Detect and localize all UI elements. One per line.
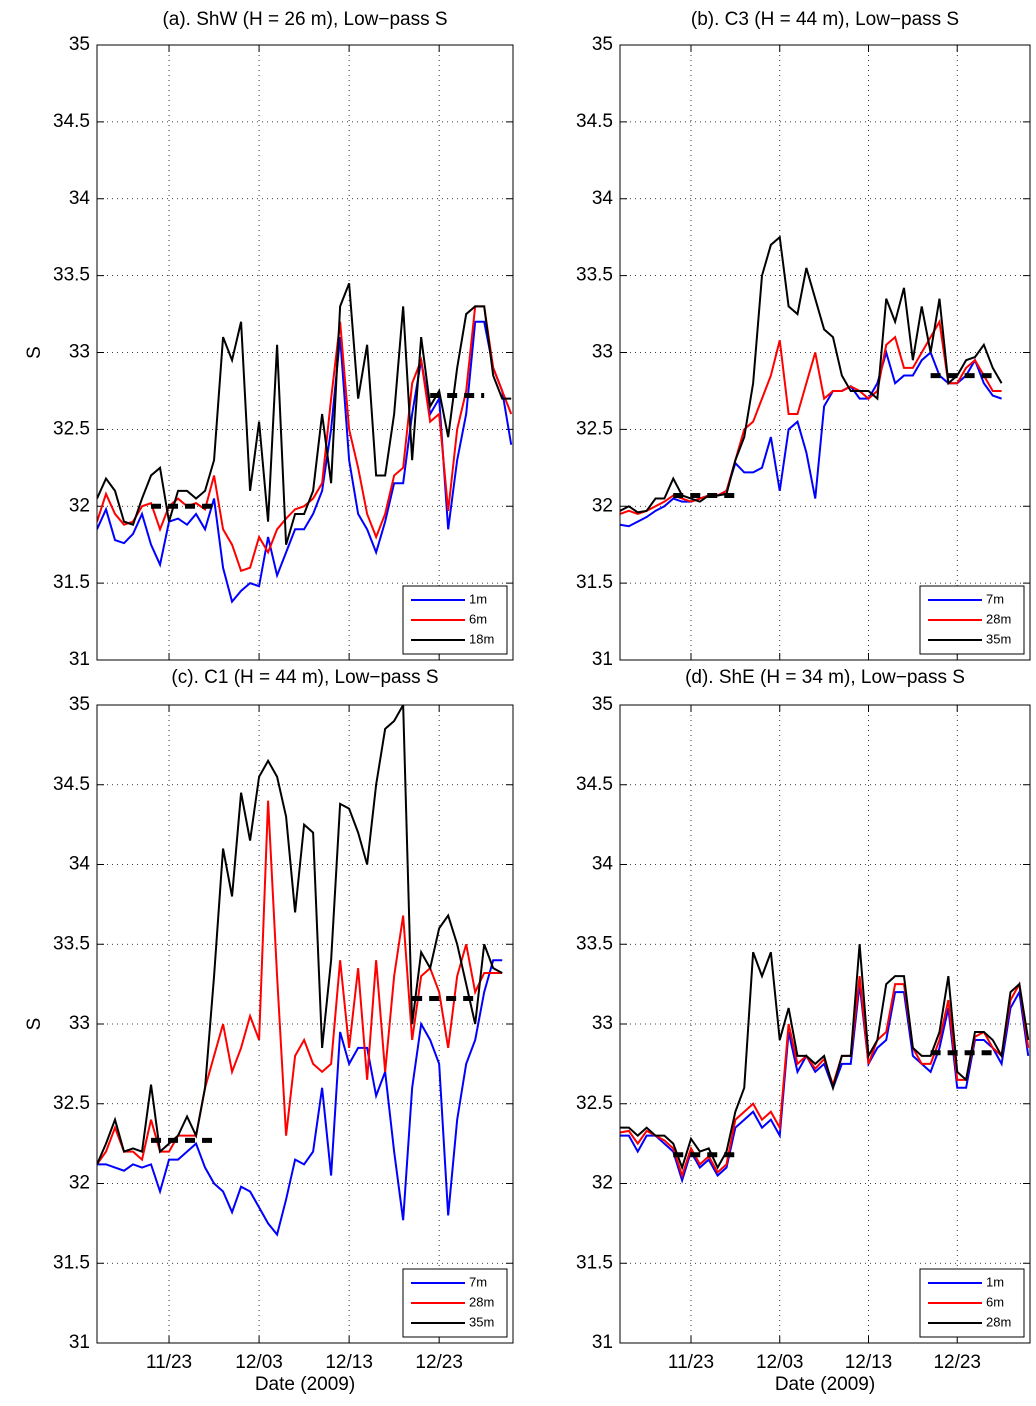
legend: 7m 28m 35m	[402, 1268, 508, 1338]
y-tick-label: 31.5	[576, 1252, 613, 1273]
x-axis-label: Date (2009)	[255, 1374, 355, 1395]
y-tick-label: 33.5	[53, 933, 90, 954]
y-tick-label: 31	[592, 649, 613, 670]
y-tick-label: 31.5	[53, 572, 90, 593]
y-tick-label: 31	[69, 1332, 90, 1353]
x-tick-label: 12/23	[933, 1352, 981, 1373]
y-tick-label: 31	[69, 649, 90, 670]
series-line	[97, 705, 503, 1165]
y-tick-label: 35	[592, 694, 613, 715]
legend-label: 28m	[986, 611, 1011, 626]
series-line	[97, 305, 513, 573]
x-tick-label: 11/23	[146, 1352, 192, 1373]
y-tick-label: 33	[69, 1013, 90, 1034]
y-axis-label: S	[24, 1018, 45, 1031]
x-tick-label: 12/13	[845, 1352, 893, 1373]
y-tick-label: 32.5	[53, 418, 90, 439]
y-tick-label: 33.5	[576, 933, 613, 954]
x-tick-label: 12/13	[325, 1352, 373, 1373]
y-tick-label: 32	[69, 495, 90, 516]
y-tick-label: 32.5	[53, 1093, 90, 1114]
plot-lines	[97, 282, 513, 604]
plot-lines	[97, 705, 503, 1237]
chart-title: (c). C1 (H = 44 m), Low−pass S	[171, 667, 438, 688]
y-tick-label: 32	[592, 1173, 613, 1194]
series-line	[620, 348, 1002, 528]
y-tick-label: 34.5	[53, 111, 90, 132]
series-line	[620, 235, 1003, 514]
chart-title: (b). C3 (H = 44 m), Low−pass S	[691, 9, 959, 30]
series-line	[620, 984, 1030, 1184]
legend-label: 28m	[469, 1294, 494, 1309]
series-line	[97, 959, 503, 1237]
y-tick-label: 32	[592, 495, 613, 516]
x-tick-label: 12/23	[415, 1352, 463, 1373]
y-tick-label: 34	[592, 854, 614, 875]
legend: 1m 6m 18m	[402, 585, 508, 655]
y-tick-label: 35	[69, 34, 90, 55]
series-line	[97, 800, 503, 1165]
legend-label: 7m	[469, 1274, 487, 1289]
y-tick-label: 33.5	[53, 265, 90, 286]
y-tick-label: 32.5	[576, 1093, 613, 1114]
y-tick-label: 31.5	[576, 572, 613, 593]
y-tick-label: 34.5	[53, 774, 90, 795]
y-tick-label: 33	[592, 1013, 613, 1034]
legend-label: 1m	[469, 591, 487, 606]
y-tick-label: 33	[592, 342, 613, 363]
plot-lines	[620, 235, 1003, 528]
y-tick-label: 32.5	[576, 418, 613, 439]
y-tick-label: 35	[592, 34, 613, 55]
panel: 31 31.5 32 32.5 33 33.5 34 34.5 35 (b). C3 (H = 4…	[576, 9, 1031, 670]
panel: 31 31.5 32 32.5 33 33.5 34 34.5 35 (a). ShW (H = …	[24, 9, 514, 670]
panel: 31 31.5 32 32.5 33 33.5 34 34.5 35 11/23 12/03 12/1…	[576, 667, 1031, 1395]
y-tick-label: 33.5	[576, 265, 613, 286]
x-tick-label: 12/03	[756, 1352, 804, 1373]
legend: 7m 28m 35m	[919, 585, 1025, 655]
plot-area	[97, 45, 513, 660]
series-line	[97, 282, 512, 545]
x-tick-label: 11/23	[668, 1352, 714, 1373]
axes-box	[619, 44, 1031, 661]
x-axis-label: Date (2009)	[775, 1374, 875, 1395]
legend-label: 35m	[986, 631, 1011, 646]
y-tick-label: 31.5	[53, 1252, 90, 1273]
y-tick-label: 31	[592, 1332, 613, 1353]
axes-box	[619, 704, 1031, 1344]
axes-box	[96, 44, 514, 661]
y-tick-label: 34	[69, 188, 91, 209]
y-tick-label: 33	[69, 342, 90, 363]
series-line	[620, 318, 1002, 515]
series-line	[620, 944, 1030, 1171]
y-tick-label: 34.5	[576, 774, 613, 795]
legend-label: 18m	[469, 631, 494, 646]
chart-title: (a). ShW (H = 26 m), Low−pass S	[162, 9, 447, 30]
legend-label: 1m	[986, 1274, 1004, 1289]
axes-box	[96, 704, 514, 1344]
plot-lines	[620, 944, 1030, 1184]
legend-label: 7m	[986, 591, 1004, 606]
y-tick-label: 34	[69, 854, 91, 875]
legend-label: 6m	[986, 1294, 1004, 1309]
panel: 31 31.5 32 32.5 33 33.5 34 34.5 35 11/23 12/03 12/1…	[24, 667, 514, 1395]
y-tick-label: 34.5	[576, 111, 613, 132]
y-tick-label: 34	[592, 188, 614, 209]
legend: 1m 6m 28m	[919, 1268, 1025, 1338]
legend-label: 35m	[469, 1314, 494, 1329]
chart-title: (d). ShE (H = 34 m), Low−pass S	[685, 667, 965, 688]
legend-label: 6m	[469, 611, 487, 626]
y-tick-label: 35	[69, 694, 90, 715]
y-tick-label: 32	[69, 1173, 90, 1194]
legend-label: 28m	[986, 1314, 1011, 1329]
y-axis-label: S	[24, 346, 45, 359]
x-tick-label: 12/03	[235, 1352, 283, 1373]
